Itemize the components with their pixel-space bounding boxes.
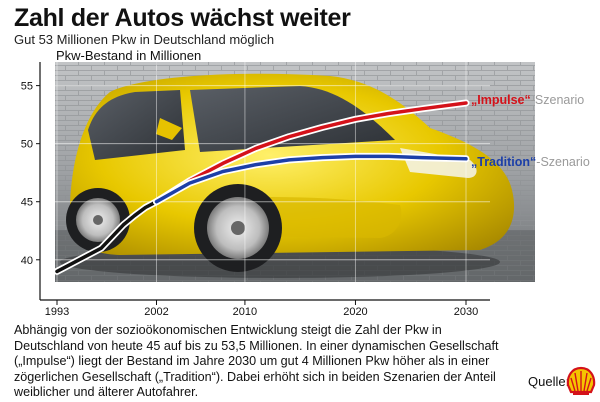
chart-subtitle: Gut 53 Millionen Pkw in Deutschland mögl… bbox=[14, 32, 275, 47]
x-tick-label: 2020 bbox=[343, 306, 367, 318]
x-tick-label: 2030 bbox=[454, 306, 478, 318]
car-illustration bbox=[60, 73, 515, 278]
tradition-label-rest: -Szenario bbox=[536, 155, 590, 169]
x-axis-ticks: 1993 2002 2010 2020 2030 bbox=[45, 300, 478, 318]
x-tick-label: 1993 bbox=[45, 306, 69, 318]
description-text: Abhängig von der sozioökonomischen Entwi… bbox=[14, 323, 499, 400]
impulse-label-bold: „Impulse“ bbox=[471, 93, 531, 107]
source-label: Quelle: bbox=[528, 374, 570, 389]
y-axis-label: Pkw-Bestand in Millionen bbox=[56, 48, 201, 63]
shell-logo-icon bbox=[566, 366, 596, 395]
chart-title: Zahl der Autos wächst weiter bbox=[14, 4, 351, 32]
y-tick-label: 40 bbox=[21, 255, 33, 267]
line-chart: Pkw-Bestand in Millionen 40 45 50 55 1993 20… bbox=[21, 48, 590, 318]
series-label-tradition: „Tradition“-Szenario bbox=[471, 155, 590, 169]
y-tick-label: 45 bbox=[21, 197, 33, 209]
series-line-2 bbox=[154, 154, 468, 204]
series-label-impulse: „Impulse“-Szenario bbox=[471, 93, 584, 107]
y-tick-label: 55 bbox=[21, 81, 33, 93]
y-axis-ticks: 40 45 50 55 bbox=[21, 81, 40, 267]
series-line-1 bbox=[154, 101, 468, 204]
impulse-label-rest: -Szenario bbox=[531, 93, 585, 107]
tradition-label-bold: „Tradition“ bbox=[471, 155, 536, 169]
x-tick-label: 2002 bbox=[144, 306, 168, 318]
y-tick-label: 50 bbox=[21, 139, 33, 151]
data-series bbox=[53, 99, 470, 275]
x-tick-label: 2010 bbox=[233, 306, 257, 318]
series-line-0 bbox=[55, 199, 159, 274]
